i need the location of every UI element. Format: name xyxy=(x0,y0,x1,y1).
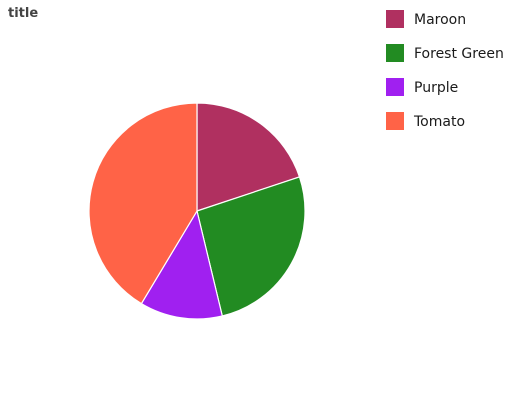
legend-label-forest-green: Forest Green xyxy=(414,46,504,62)
legend-swatch-forest-green xyxy=(386,44,404,62)
legend-swatch-purple xyxy=(386,78,404,96)
legend: Maroon Forest Green Purple Tomato xyxy=(386,10,504,130)
legend-label-maroon: Maroon xyxy=(414,12,466,28)
legend-swatch-tomato xyxy=(386,112,404,130)
legend-label-purple: Purple xyxy=(414,80,458,96)
legend-swatch-maroon xyxy=(386,10,404,28)
legend-label-tomato: Tomato xyxy=(413,114,465,130)
pie-slices xyxy=(89,103,305,319)
